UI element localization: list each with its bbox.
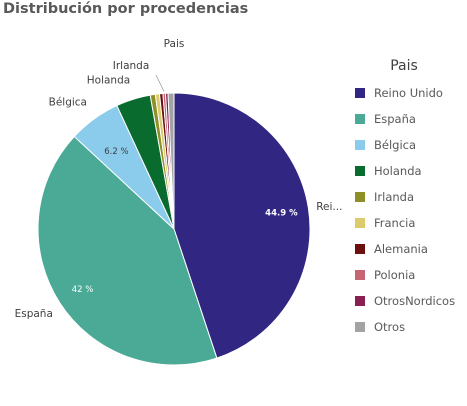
category-label-holanda: Holanda bbox=[87, 75, 130, 87]
legend-swatch bbox=[355, 296, 365, 306]
legend-swatch bbox=[355, 166, 365, 176]
category-label-belgica: Bélgica bbox=[49, 96, 87, 108]
top-label: Pais bbox=[164, 38, 185, 50]
legend-label: Polonia bbox=[374, 268, 416, 282]
chart-title: Distribución por procedencias bbox=[3, 1, 249, 17]
legend-swatch bbox=[355, 192, 365, 202]
leader-line bbox=[155, 74, 165, 92]
legend: Pais Reino Unido España Bélgica Holanda Irla… bbox=[352, 56, 464, 340]
legend-item-otrosnordicos[interactable]: OtrosNordicos bbox=[352, 288, 464, 314]
legend-swatch bbox=[355, 140, 365, 150]
value-label-belgica: 6.2 % bbox=[104, 147, 128, 157]
pie-slice-otros[interactable] bbox=[167, 92, 175, 230]
legend-label: Otros bbox=[374, 320, 406, 334]
legend-swatch bbox=[355, 270, 365, 280]
legend-items: Reino Unido España Bélgica Holanda Irlanda Fr… bbox=[352, 80, 464, 340]
legend-item-reino-unido[interactable]: Reino Unido bbox=[352, 80, 464, 106]
legend-swatch bbox=[355, 322, 365, 332]
legend-label: OtrosNordicos bbox=[374, 294, 456, 308]
legend-label: Alemania bbox=[374, 242, 428, 256]
legend-label: Bélgica bbox=[374, 138, 417, 152]
legend-swatch bbox=[355, 244, 365, 254]
legend-swatch bbox=[355, 218, 365, 228]
legend-title: Pais bbox=[390, 58, 418, 74]
pie-slice-reino-unido[interactable] bbox=[173, 92, 311, 359]
pie-chart[interactable]: 44.9 % 42 % 6.2 % Rei... España BélgicaHoland… bbox=[0, 0, 350, 406]
legend-item-belgica[interactable]: Bélgica bbox=[352, 132, 464, 158]
legend-label: Reino Unido bbox=[374, 86, 443, 100]
legend-item-alemania[interactable]: Alemania bbox=[352, 236, 464, 262]
legend-item-polonia[interactable]: Polonia bbox=[352, 262, 464, 288]
legend-label: Irlanda bbox=[374, 190, 414, 204]
pie-slice-espana[interactable] bbox=[37, 135, 218, 366]
legend-item-irlanda[interactable]: Irlanda bbox=[352, 184, 464, 210]
legend-label: España bbox=[374, 112, 416, 126]
legend-item-holanda[interactable]: Holanda bbox=[352, 158, 464, 184]
legend-label: Francia bbox=[374, 216, 416, 230]
legend-swatch bbox=[355, 114, 365, 124]
legend-swatch bbox=[355, 88, 365, 98]
category-label-irlanda: Irlanda bbox=[113, 60, 150, 72]
category-label-espana: España bbox=[15, 308, 53, 320]
legend-item-francia[interactable]: Francia bbox=[352, 210, 464, 236]
legend-item-espana[interactable]: España bbox=[352, 106, 464, 132]
legend-item-otros[interactable]: Otros bbox=[352, 314, 464, 340]
value-label-espana: 42 % bbox=[72, 285, 94, 295]
category-label-reino-unido: Rei... bbox=[316, 201, 342, 213]
legend-label: Holanda bbox=[374, 164, 422, 178]
value-label-reino-unido: 44.9 % bbox=[265, 209, 298, 219]
